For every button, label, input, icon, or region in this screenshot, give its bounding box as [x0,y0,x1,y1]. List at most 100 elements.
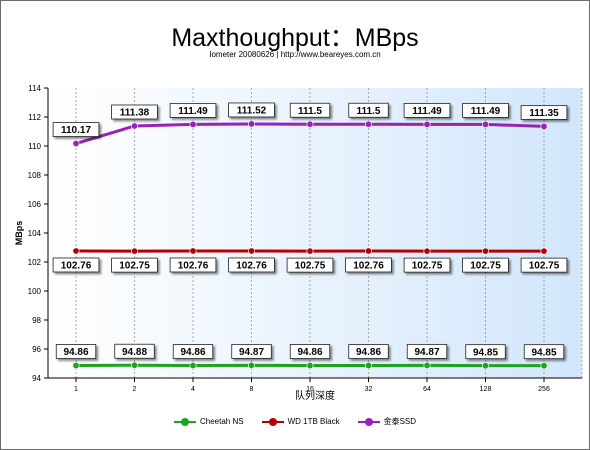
data-label-box [348,102,389,118]
y-tick-label: 98 [32,316,41,325]
data-label-box [169,102,217,118]
data-label: 94.87 [239,347,264,358]
legend-label: 金泰SSD [383,417,417,426]
data-label: 111.52 [237,106,267,117]
data-label-box [403,102,451,118]
data-label: 111.35 [529,108,559,119]
data-label-box [286,257,334,273]
data-label: 102.75 [295,261,326,272]
data-point [364,362,372,370]
data-label-box [520,257,568,273]
legend-label: Cheetah NS [199,417,244,426]
data-point [189,120,197,128]
data-label-box [231,343,272,359]
data-label-box [462,257,509,273]
data-point [540,122,548,130]
data-point [72,247,80,255]
x-tick-label: 4 [191,386,195,393]
data-label: 94.85 [473,347,498,358]
legend-swatch [357,417,380,427]
x-tick-label: 128 [480,386,492,393]
data-label: 94.86 [63,347,88,358]
data-label: 111.5 [298,106,322,117]
data-label: 94.87 [414,347,439,358]
data-label-box [111,257,158,273]
x-tick-label: 256 [538,386,550,393]
data-label: 111.38 [120,108,150,119]
plot-area [48,88,582,378]
legend-item: WD 1TB Black [261,417,340,427]
x-axis-label: 队列深度 [295,389,335,402]
legend-item: 金泰SSD [357,416,417,427]
y-tick-label: 104 [28,229,42,238]
data-label-box [114,343,155,359]
y-tick-label: 108 [28,171,42,180]
data-point [72,140,80,148]
data-label: 94.86 [297,347,322,358]
data-label-box [406,343,448,359]
data-label-box [172,344,214,359]
y-tick-label: 106 [28,200,42,209]
data-point [481,362,489,370]
data-label: 102.75 [119,261,150,272]
data-point [540,362,548,370]
data-label: 111.49 [412,106,442,117]
data-label-box [111,104,158,120]
data-point [423,361,431,369]
y-tick-label: 94 [32,374,41,383]
data-label: 94.88 [122,347,147,358]
legend-label: WD 1TB Black [287,417,340,426]
x-tick-label: 64 [423,386,431,393]
legend-swatch [261,417,284,427]
data-label: 111.49 [178,106,208,117]
x-tick-label: 32 [365,386,373,393]
data-point [306,362,314,370]
legend-swatch [173,417,196,427]
legend-item: Cheetah NS [173,417,244,427]
data-label-box [462,102,509,118]
data-label: 102.76 [178,261,209,272]
data-label: 110.17 [61,125,91,136]
y-tick-label: 112 [28,113,41,122]
data-label-box [465,344,506,360]
data-point [540,247,548,255]
y-tick-label: 114 [28,84,41,93]
data-label-box [289,102,331,118]
data-label: 102.75 [529,261,560,272]
data-label: 102.76 [353,261,384,272]
data-label: 102.75 [470,261,501,272]
data-point [189,247,197,255]
y-tick-label: 100 [28,287,42,296]
data-label-box [228,257,275,273]
data-label: 94.86 [356,347,381,358]
data-point [364,120,372,128]
data-point [423,247,431,255]
data-point [481,247,489,255]
data-label-box [52,257,100,273]
data-label-box [348,344,389,359]
data-label-box [345,257,392,273]
x-tick-label: 16 [306,386,314,393]
legend: Cheetah NS WD 1TB Black 金泰SSD [0,416,590,427]
data-label-box [228,102,275,118]
y-tick-label: 102 [28,258,42,267]
data-point [131,361,139,369]
x-tick-label: 8 [250,386,254,393]
chart-title: Maxthoughput：MBps [171,24,419,52]
data-label-box [403,257,451,273]
data-label-box [169,257,217,273]
data-point [248,247,256,255]
data-label: 102.76 [61,261,92,272]
data-point [131,122,139,130]
data-label: 94.86 [180,347,205,358]
data-label: 94.85 [531,347,556,358]
y-axis-label: MBps [14,221,24,246]
data-point [306,120,314,128]
data-point [481,120,489,128]
data-label: 111.49 [471,106,501,117]
y-tick-label: 96 [32,345,41,354]
data-point [423,120,431,128]
data-label: 111.5 [357,106,381,117]
data-label: 102.76 [236,261,267,272]
